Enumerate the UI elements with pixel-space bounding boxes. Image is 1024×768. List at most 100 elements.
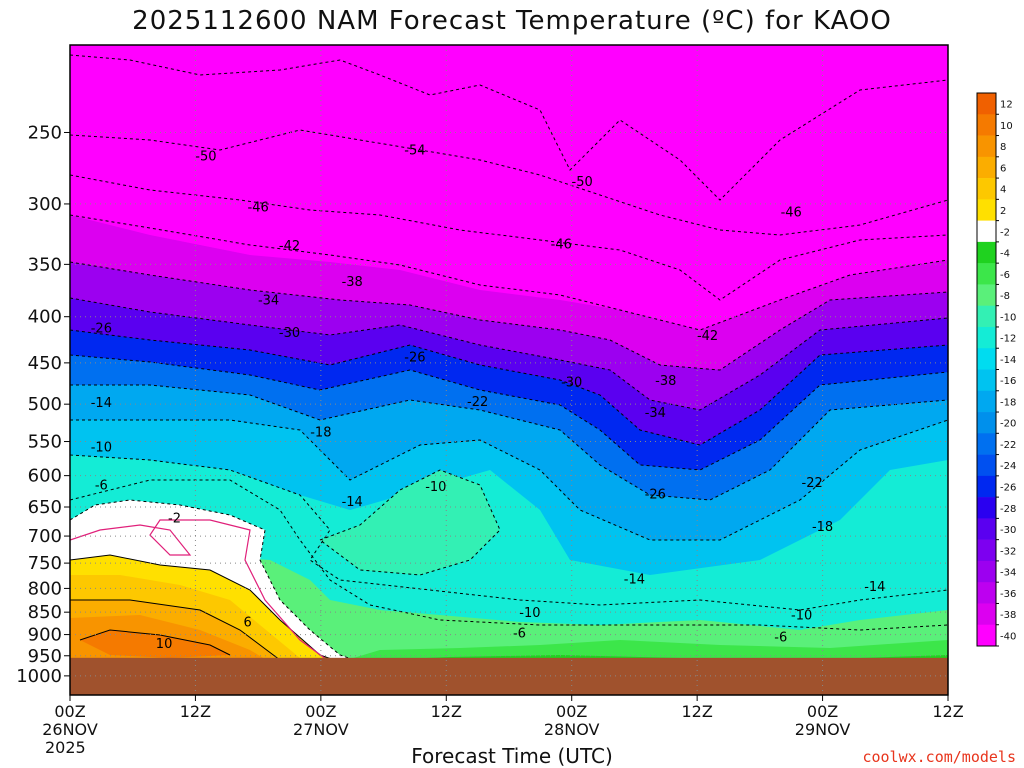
colorbar-label: -6	[1000, 270, 1010, 281]
colorbar-swatch	[977, 199, 996, 221]
contour-label: -26	[645, 488, 666, 503]
band-minus8	[320, 470, 500, 575]
colorbar-label: -14	[1000, 355, 1016, 366]
x-tick-label: 00Z	[54, 702, 85, 721]
contour-labels: -50 -54-50-46-46-46-42-38-34-30-26-26-22-…	[91, 143, 886, 652]
colorbar-label: 8	[1000, 142, 1006, 153]
colorbar-label: -32	[1000, 546, 1016, 557]
colorbar-swatch	[977, 156, 996, 179]
y-tick-label: 750	[28, 553, 62, 574]
x-tick-label: 27NOV	[293, 720, 349, 739]
colorbar-swatch	[977, 263, 996, 285]
x-tick-label: 12Z	[932, 702, 963, 721]
colorbar-swatch	[977, 241, 996, 264]
y-tick-label: 350	[28, 254, 62, 275]
contour-label: -14	[342, 495, 363, 510]
colorbar-swatch	[977, 560, 996, 583]
band-plus12	[80, 630, 230, 658]
colorbar-label: -34	[1000, 568, 1016, 579]
colorbar-label: -4	[1000, 249, 1010, 260]
colorbar-label: 6	[1000, 163, 1006, 174]
contour-label: -34	[645, 406, 666, 421]
contour-label: -22	[802, 476, 823, 491]
y-tick-label: 900	[28, 625, 62, 646]
contour-label: -6	[774, 631, 787, 646]
contour-label: -18	[310, 425, 331, 440]
y-tick-label: 600	[28, 466, 62, 487]
colorbar-label: -40	[1000, 631, 1016, 642]
y-tick-label: 400	[28, 307, 62, 328]
y-tick-label: 800	[28, 578, 62, 599]
contour-label: -22	[467, 395, 488, 410]
contour-label: -46	[781, 206, 802, 221]
contour-label: -50	[572, 175, 593, 190]
colorbar-swatch	[977, 412, 996, 434]
colorbar-label: -22	[1000, 440, 1016, 451]
y-tick-label: 500	[28, 394, 62, 415]
colorbar-swatch	[977, 326, 996, 349]
contour-label: -14	[624, 572, 645, 587]
y-tick-label: 250	[28, 122, 62, 143]
colorbar-swatch	[977, 135, 996, 158]
colorbar-label: 2	[1000, 206, 1006, 217]
colorbar-swatch	[977, 582, 996, 604]
y-tick-label: 1000	[16, 666, 62, 687]
ground-fill	[70, 657, 948, 695]
contour-label: -10	[791, 608, 812, 623]
contour-label: -50	[195, 149, 216, 164]
x-tick-label: 28NOV	[544, 720, 600, 739]
y-tick-label: 950	[28, 646, 62, 667]
colorbar-label: 12	[1000, 100, 1013, 111]
colorbar-swatch	[977, 433, 996, 455]
contour-label: -26	[404, 351, 425, 366]
contour-label: -10	[425, 480, 446, 495]
y-tick-label: 450	[28, 353, 62, 374]
colorbar-label: -16	[1000, 376, 1016, 387]
colorbar-label: -28	[1000, 504, 1016, 515]
x-axis-label: Forecast Time (UTC)	[411, 744, 613, 768]
x-tick-label: 00Z	[807, 702, 838, 721]
contour-label: -30	[279, 326, 300, 341]
colorbar-swatch	[977, 475, 996, 498]
contour-lines	[70, 54, 948, 663]
colorbar-swatch	[977, 284, 996, 306]
colorbar: 12 10 8 6 4 2 -2 -4 -6 -8 -10 -12 -14 -16 -18 -20 -22 -24…	[976, 92, 1016, 647]
y-tick-label: 550	[28, 432, 62, 453]
x-tick-label: 29NOV	[795, 720, 851, 739]
contour-label: -6	[513, 626, 526, 641]
colorbar-swatch	[977, 454, 996, 477]
colorbar-label: -10	[1000, 312, 1016, 323]
x-tick-label: 12Z	[180, 702, 211, 721]
contour-label: -30	[561, 376, 582, 391]
colorbar-swatch	[977, 114, 996, 136]
x-tick-label: 26NOV	[42, 720, 98, 739]
x-tick-label: 00Z	[305, 702, 336, 721]
colorbar-label: -38	[1000, 610, 1016, 621]
contour-label: -18	[812, 520, 833, 535]
contour-label: -46	[248, 201, 269, 216]
chart-title: 2025112600 NAM Forecast Temperature (ºC)…	[132, 6, 892, 36]
contour-label: -10	[91, 440, 112, 455]
contour-label: -42	[279, 239, 300, 254]
colorbar-swatch	[977, 93, 996, 115]
y-tick-label: 850	[28, 602, 62, 623]
y-tick-label: 650	[28, 497, 62, 518]
contour-label: -10	[519, 606, 540, 621]
contour-label: -26	[91, 321, 112, 336]
colorbar-label: -24	[1000, 461, 1016, 472]
colorbar-swatch	[977, 178, 996, 200]
colorbar-swatch	[977, 390, 996, 413]
x-tick-label: 2025	[45, 738, 86, 757]
y-tick-label: 300	[28, 194, 62, 215]
colorbar-label: -20	[1000, 419, 1016, 430]
colorbar-label: -18	[1000, 397, 1016, 408]
contour-label: 10	[156, 637, 173, 652]
colorbar-label: -30	[1000, 525, 1016, 536]
contour-label: -14	[864, 580, 885, 595]
colorbar-swatch	[977, 539, 996, 562]
colorbar-label: 10	[1000, 121, 1013, 132]
contour-label: -14	[91, 396, 112, 411]
colorbar-label: -2	[1000, 227, 1010, 238]
contour-label: -2	[168, 512, 181, 527]
